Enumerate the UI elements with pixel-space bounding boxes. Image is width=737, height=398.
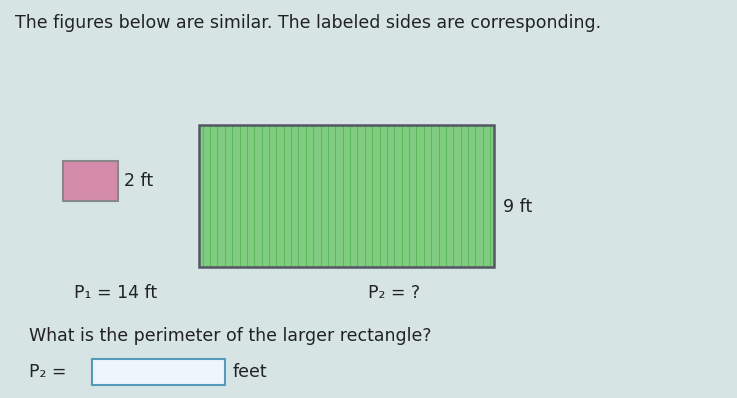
Bar: [199, 125, 494, 267]
Text: P₂ = ?: P₂ = ?: [368, 283, 421, 302]
Bar: [63, 161, 118, 201]
Bar: [92, 359, 225, 385]
Text: P₁ = 14 ft: P₁ = 14 ft: [74, 283, 157, 302]
Text: What is the perimeter of the larger rectangle?: What is the perimeter of the larger rect…: [29, 327, 432, 345]
Text: 2 ft: 2 ft: [124, 172, 153, 190]
Text: feet: feet: [232, 363, 267, 381]
Text: 9 ft: 9 ft: [503, 198, 532, 217]
Text: P₂ =: P₂ =: [29, 363, 67, 381]
Bar: [199, 125, 494, 267]
Text: The figures below are similar. The labeled sides are corresponding.: The figures below are similar. The label…: [15, 14, 601, 32]
